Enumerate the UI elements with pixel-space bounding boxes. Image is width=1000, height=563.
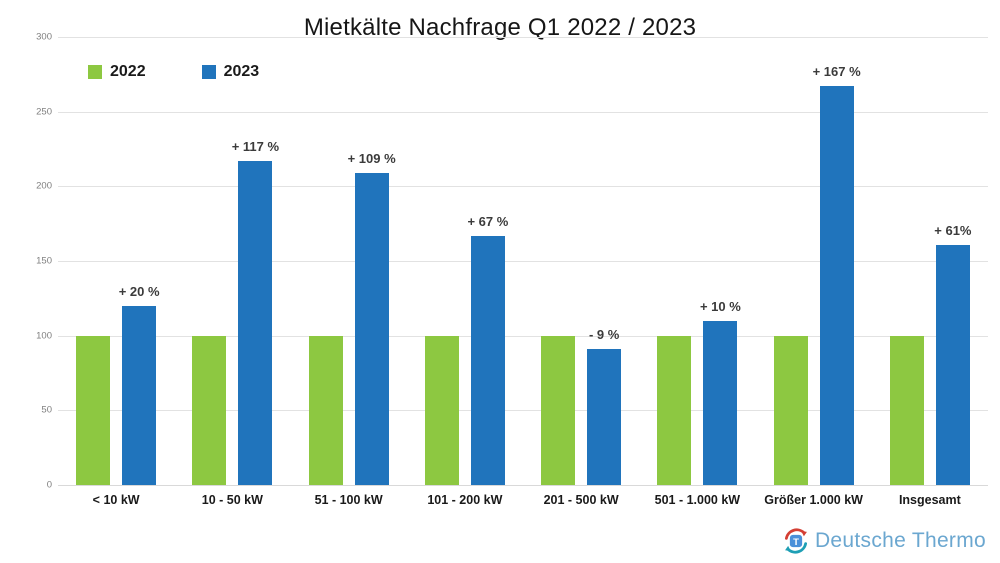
bar-value-label: - 9 % — [588, 327, 620, 343]
bar-2022 — [424, 335, 459, 485]
bar-value-label: + 67 % — [467, 213, 509, 229]
legend-label-2022: 2022 — [110, 63, 146, 80]
bar-group: + 67 % — [407, 37, 523, 485]
gridline-200 — [58, 186, 988, 188]
bar-value-label: + 61% — [934, 222, 972, 238]
brand-logo: T Deutsche Thermo — [782, 527, 986, 555]
bar-2022 — [889, 335, 924, 485]
bar-2023: + 10 % — [700, 299, 741, 485]
legend-item-2022: 2022 — [88, 63, 146, 81]
bar-2023: + 61% — [934, 223, 971, 485]
y-tick-label: 150 — [36, 255, 52, 267]
bar-value-label: + 117 % — [231, 138, 280, 154]
gridline-0 — [58, 485, 988, 486]
bar-2022 — [541, 335, 576, 485]
bar-value-label: + 109 % — [347, 150, 396, 166]
bar-value-label: + 10 % — [699, 298, 741, 314]
x-axis-category-label: 101 - 200 kW — [427, 493, 503, 507]
bar-2023: + 109 % — [348, 151, 396, 485]
bar-group: + 61% — [872, 37, 988, 485]
bar-group: + 109 % — [291, 37, 407, 485]
legend-swatch-2022 — [88, 65, 102, 79]
bar-group: + 20 % — [58, 37, 174, 485]
y-tick-label: 200 — [36, 180, 52, 192]
x-axis-category-label: < 10 kW — [92, 493, 140, 507]
bar-value-label: + 167 % — [812, 64, 861, 80]
x-axis-category-label: Insgesamt — [898, 493, 961, 507]
bar-2022 — [773, 335, 808, 485]
bar-2023: - 9 % — [587, 327, 622, 485]
gridline-300 — [58, 37, 988, 38]
legend-item-2023: 2023 — [201, 63, 260, 81]
bar-2023: + 167 % — [813, 64, 861, 485]
bar-2022 — [657, 335, 692, 485]
x-axis-category-label: 51 - 100 kW — [314, 493, 383, 507]
x-axis-labels: < 10 kW 10 - 50 kW 51 - 100 kW 101 - 200 kW… — [58, 493, 988, 513]
svg-text:T: T — [793, 537, 799, 548]
bar-2022 — [192, 335, 227, 485]
bar-group: + 10 % — [639, 37, 755, 485]
gridline-150 — [58, 261, 988, 262]
bar-group: + 117 % — [174, 37, 290, 485]
x-axis-category-label: 501 - 1.000 kW — [654, 493, 741, 507]
y-tick-label: 250 — [36, 106, 52, 118]
bar-2023: + 117 % — [232, 139, 279, 485]
chart-title: Mietkälte Nachfrage Q1 2022 / 2023 — [303, 14, 697, 41]
chart-legend: 2022 2023 — [88, 63, 259, 81]
bar-2022 — [308, 335, 343, 485]
bar-2023: + 20 % — [119, 284, 160, 485]
circular-arrows-t-icon: T — [784, 528, 807, 554]
y-tick-label: 100 — [36, 330, 52, 342]
brand-logo-text: Deutsche Thermo — [814, 529, 986, 552]
legend-swatch-2023 — [201, 65, 216, 79]
x-axis-category-label: 10 - 50 kW — [201, 493, 263, 507]
x-axis-category-label: 201 - 500 kW — [543, 493, 619, 507]
y-tick-label: 300 — [36, 31, 52, 43]
bar-2022 — [76, 335, 111, 485]
bar-value-label: + 20 % — [118, 283, 160, 299]
bar-group: + 167 % — [756, 37, 872, 485]
plot-area: + 20 % + 117 % + 109 % + 67 % - 9 % + 10 % + 1… — [58, 37, 988, 486]
x-axis-category-label: Größer 1.000 kW — [764, 493, 863, 507]
gridline-100 — [58, 335, 988, 337]
bar-group: - 9 % — [523, 37, 639, 485]
y-tick-label: 50 — [41, 404, 52, 416]
bar-2023: + 67 % — [467, 214, 508, 485]
gridline-250 — [58, 111, 988, 113]
y-tick-label: 0 — [46, 479, 52, 491]
gridline-50 — [58, 410, 988, 412]
legend-label-2023: 2023 — [223, 63, 260, 80]
